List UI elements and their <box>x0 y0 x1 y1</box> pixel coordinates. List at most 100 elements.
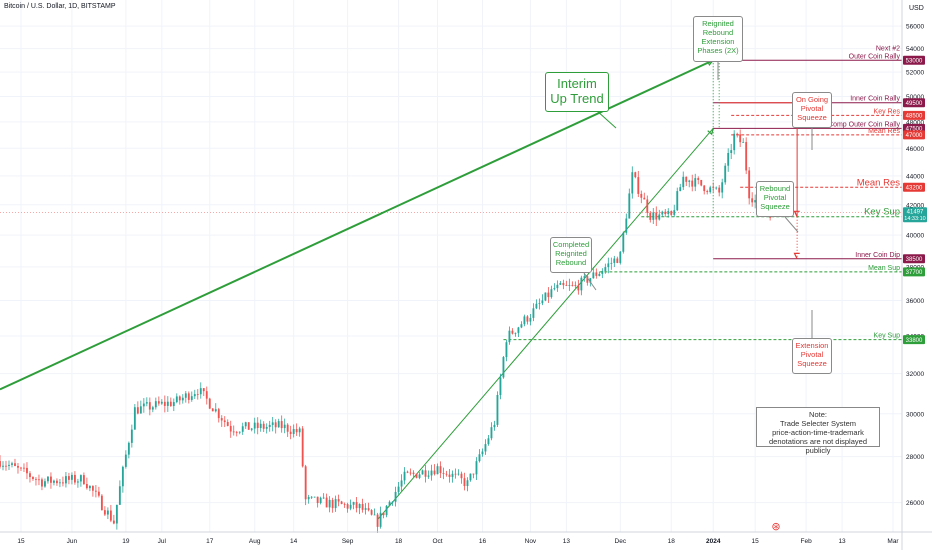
level-label: Outer Coin Rally <box>849 53 901 60</box>
candle-body <box>709 187 712 193</box>
candle-body <box>658 214 661 220</box>
candle-body <box>361 504 364 510</box>
trend-line <box>377 127 714 520</box>
candle-body <box>358 504 361 509</box>
candle-body <box>460 473 463 479</box>
time-tick-label: Jun <box>67 538 78 545</box>
candle-body <box>82 475 85 484</box>
candle-body <box>676 191 679 211</box>
candle-body <box>622 232 625 252</box>
candle-body <box>739 134 742 143</box>
price-tick-label: 36000 <box>906 298 924 305</box>
candle-body <box>400 480 403 487</box>
time-tick-label: Nov <box>525 538 537 545</box>
candle-body <box>247 422 250 430</box>
candle-body <box>688 180 691 182</box>
candle-body <box>235 432 238 434</box>
candle-body <box>694 178 697 187</box>
candle-body <box>346 504 349 509</box>
callout-line: On Going <box>795 95 829 104</box>
price-tag-label: 38500 <box>906 257 923 263</box>
candle-body <box>307 497 310 500</box>
candle-body <box>475 461 478 475</box>
candle-body <box>562 282 565 286</box>
callout-line: Rebound <box>759 184 791 193</box>
candle-body <box>745 142 748 171</box>
candle-body <box>577 285 580 291</box>
candle-body <box>367 508 370 511</box>
level-label: Next #2 <box>876 45 900 52</box>
candle-body <box>121 466 124 487</box>
candle-body <box>157 401 160 404</box>
candle-body <box>226 422 229 426</box>
candle-body <box>67 476 70 480</box>
candle-body <box>484 444 487 452</box>
candle-body <box>727 153 730 166</box>
candle-body <box>373 514 376 516</box>
candle-body <box>517 327 520 333</box>
candle-body <box>613 258 616 263</box>
candle-body <box>289 431 292 434</box>
candle-body <box>59 482 61 484</box>
candle-body <box>595 272 598 276</box>
candle-body <box>430 470 433 476</box>
candle-body <box>76 481 79 483</box>
candle-body <box>643 197 646 200</box>
candle-body <box>295 429 298 433</box>
callout-line: Extension <box>701 37 735 46</box>
price-tag-label: 37700 <box>906 270 923 276</box>
candle-body <box>610 262 613 264</box>
candle-body <box>169 401 172 407</box>
candle-body <box>316 496 319 504</box>
time-tick-label: Mar <box>887 538 899 545</box>
candle-body <box>199 388 202 395</box>
candle-body <box>0 461 1 467</box>
candle-body <box>481 451 484 455</box>
candle-body <box>20 467 22 469</box>
price-tag-bg <box>903 182 925 192</box>
candle-body <box>349 504 352 509</box>
candle-body <box>103 510 106 515</box>
price-tag-label: 49500 <box>906 101 923 107</box>
callout-line: Pivotal <box>800 350 824 359</box>
level-label: Mean Res <box>857 177 901 188</box>
candle-body <box>703 185 706 192</box>
time-axis[interactable]: 15 Jun 19 Jul 17 Aug 14 Sep 18 Oct 16 Nov 13 Dec 18 202… <box>0 531 932 545</box>
price-tick-label: 42000 <box>906 202 924 209</box>
countdown-label: 14:33:10 <box>904 216 925 222</box>
callout-line: Reignited <box>555 249 587 258</box>
candle-body <box>382 512 385 516</box>
candle-body <box>541 300 544 304</box>
callout-line: Completed <box>552 240 590 249</box>
candle-body <box>319 497 322 504</box>
candle-body <box>17 465 19 468</box>
candle-body <box>700 179 703 186</box>
candle-body <box>550 289 553 298</box>
candle-body <box>181 397 184 401</box>
candle-body <box>748 170 751 199</box>
candle-body <box>496 395 499 425</box>
candle-body <box>325 497 328 508</box>
callout-pointer <box>784 216 799 233</box>
price-tag-bg <box>903 110 925 120</box>
price-tick-label: 44000 <box>906 173 924 180</box>
candle-body <box>589 278 592 283</box>
candle-body <box>79 475 82 482</box>
candle-body <box>535 303 538 309</box>
level-label: Key Sup <box>874 333 901 340</box>
candle-body <box>631 172 634 194</box>
candle-body <box>208 398 211 409</box>
candle-body <box>44 481 46 487</box>
candle-body <box>754 200 757 203</box>
trend-arrow-head <box>707 128 714 136</box>
completed-rebound-callout: Completed Reignited Rebound <box>550 237 592 273</box>
price-tags: 5300049500485004750047000432004120038500… <box>903 55 927 345</box>
candle-body <box>334 499 337 509</box>
price-axis[interactable]: 2600028000300003200034000360003800040000… <box>901 0 924 550</box>
candle-body <box>409 472 412 474</box>
candle-body <box>388 501 391 506</box>
candle-body <box>286 424 289 432</box>
candle-body <box>664 211 667 215</box>
candle-body <box>523 316 526 325</box>
